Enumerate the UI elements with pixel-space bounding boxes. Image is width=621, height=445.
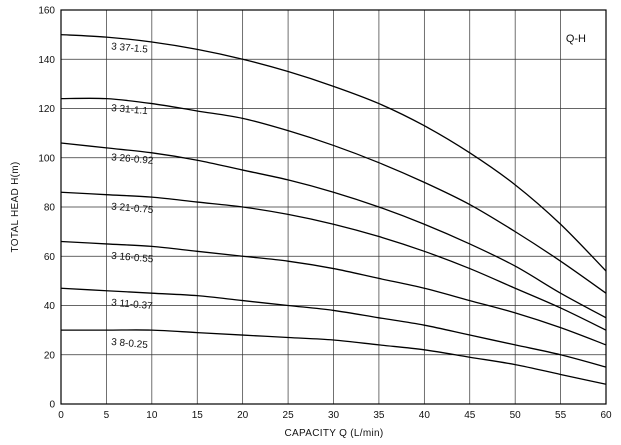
plot-border [60,9,607,405]
y-tick-label: 80 [44,203,56,214]
y-tick-label: 140 [38,55,55,66]
series-label-6: 3 8-0.25 [111,337,149,351]
x-tick-label: 35 [373,410,385,421]
y-axis-title: TOTAL HEAD H(m) [10,162,21,253]
x-tick-label: 50 [510,410,522,421]
y-tick-label: 60 [44,252,56,263]
x-tick-label: 25 [283,410,295,421]
x-tick-label: 30 [328,410,340,421]
y-tick-label: 20 [44,350,56,361]
y-tick-label: 40 [44,301,56,312]
y-tick-label: 0 [49,400,55,411]
series-label-5: 3 11-0.37 [111,298,154,313]
series-label-3: 3 21-0.75 [111,201,154,216]
curve-labels: 3 37-1.5 3 31-1.1 3 26-0.92 3 21-0.75 3 16-0… [111,41,154,351]
curves [60,33,607,385]
x-tick-label: 5 [104,410,110,421]
chart-title: Q-H [566,33,586,45]
x-axis-title: CAPACITY Q (L/min) [285,428,384,439]
series-line-4 [60,240,607,346]
plot-frame [60,9,607,405]
x-tick-label: 45 [464,410,476,421]
series-label-0: 3 37-1.5 [111,41,149,55]
x-tick-label: 40 [419,410,431,421]
y-tick-label: 100 [38,153,55,164]
x-tick-label: 20 [237,410,249,421]
x-tick-label: 0 [58,410,64,421]
series-line-6 [60,329,607,385]
x-tick-label: 60 [600,410,612,421]
x-tick-label: 55 [555,410,567,421]
series-label-4: 3 16-0.55 [111,251,154,266]
series-line-5 [60,287,607,368]
series-label-2: 3 26-0.92 [111,152,154,167]
series-line-0 [60,33,607,272]
series-line-3 [60,191,607,331]
x-tick-label: 10 [146,410,158,421]
grid [61,10,606,404]
y-tick-label: 120 [38,104,55,115]
x-axis-ticks: 0 5 10 15 20 25 30 35 40 45 50 55 60 [58,410,612,421]
series-label-1: 3 31-1.1 [111,103,149,117]
series-line-1 [60,97,607,294]
x-tick-label: 15 [192,410,204,421]
y-axis-ticks: 0 20 40 60 80 100 120 140 160 [38,6,55,411]
y-tick-label: 160 [38,6,55,17]
series-line-2 [60,142,607,319]
